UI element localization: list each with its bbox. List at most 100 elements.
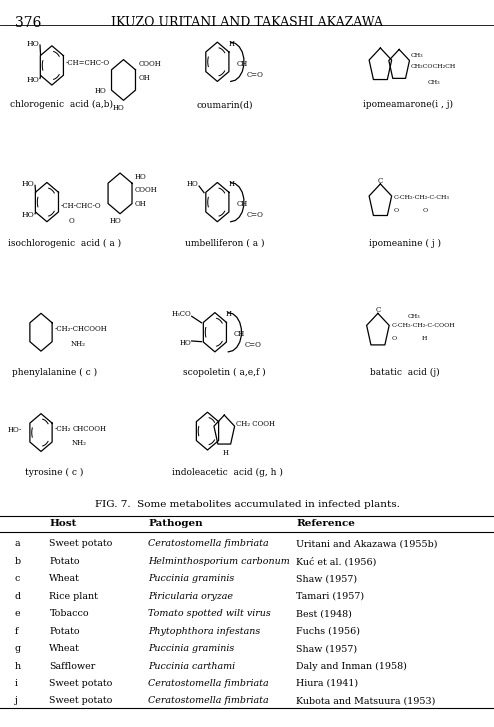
Text: C=O: C=O — [245, 341, 261, 350]
Text: Fuchs (1956): Fuchs (1956) — [296, 627, 361, 635]
Text: f: f — [15, 627, 18, 635]
Text: OH: OH — [135, 200, 147, 209]
Text: -CH-CHC-O: -CH-CHC-O — [61, 202, 101, 211]
Text: batatic  acid (j): batatic acid (j) — [370, 368, 440, 377]
Text: a: a — [15, 539, 20, 548]
Text: isochlorogenic  acid ( a ): isochlorogenic acid ( a ) — [8, 238, 121, 248]
Text: Pathogen: Pathogen — [148, 519, 203, 528]
Text: scopoletin ( a,e,f ): scopoletin ( a,e,f ) — [183, 368, 266, 377]
Text: h: h — [15, 662, 21, 670]
Text: Hiura (1941): Hiura (1941) — [296, 679, 359, 688]
Text: Puccinia graminis: Puccinia graminis — [148, 644, 235, 653]
Text: CH: CH — [234, 329, 245, 338]
Text: Potato: Potato — [49, 627, 80, 635]
Text: C=O: C=O — [247, 71, 264, 79]
Text: HO: HO — [187, 180, 199, 188]
Text: b: b — [15, 557, 21, 566]
Text: Kubota and Matsuura (1953): Kubota and Matsuura (1953) — [296, 696, 436, 705]
Text: HO: HO — [109, 217, 121, 225]
Text: C-CH₂-CH₂-C-COOH: C-CH₂-CH₂-C-COOH — [391, 324, 455, 328]
Text: COOH: COOH — [138, 60, 161, 68]
Text: HO: HO — [179, 339, 191, 348]
Text: COOH: COOH — [135, 185, 158, 194]
Text: H: H — [226, 310, 232, 318]
Text: HO: HO — [94, 87, 106, 95]
Text: e: e — [15, 609, 20, 618]
Text: 376: 376 — [15, 16, 41, 30]
Text: Helminthosporium carbonum: Helminthosporium carbonum — [148, 557, 290, 566]
Text: umbelliferon ( a ): umbelliferon ( a ) — [185, 238, 264, 247]
Text: CH: CH — [236, 60, 247, 68]
Text: O: O — [394, 209, 399, 213]
Text: Puccinia carthami: Puccinia carthami — [148, 662, 235, 670]
Text: CH₂COCH₂CH: CH₂COCH₂CH — [411, 65, 456, 69]
Text: ipomeamarone(i , j): ipomeamarone(i , j) — [363, 100, 453, 110]
Text: HO: HO — [22, 180, 35, 188]
Text: HO: HO — [22, 211, 35, 220]
Text: phenylalanine ( c ): phenylalanine ( c ) — [12, 368, 97, 377]
Text: O: O — [69, 217, 75, 225]
Text: NH₂: NH₂ — [72, 439, 86, 448]
Text: Puccinia graminis: Puccinia graminis — [148, 574, 235, 583]
Text: ipomeanine ( j ): ipomeanine ( j ) — [369, 238, 441, 248]
Text: Piricularia oryzae: Piricularia oryzae — [148, 592, 233, 601]
Text: H: H — [222, 449, 228, 457]
Text: Tobacco: Tobacco — [49, 609, 89, 618]
Text: Sweet potato: Sweet potato — [49, 696, 113, 705]
Text: Reference: Reference — [296, 519, 355, 528]
Text: CH₃: CH₃ — [427, 80, 440, 84]
Text: HO: HO — [113, 103, 124, 112]
Text: Tamari (1957): Tamari (1957) — [296, 592, 365, 601]
Text: chlorogenic  acid (a,b): chlorogenic acid (a,b) — [10, 100, 113, 110]
Text: g: g — [15, 644, 21, 653]
Text: CH₃: CH₃ — [408, 314, 420, 318]
Text: j: j — [15, 696, 18, 705]
Text: Tomato spotted wilt virus: Tomato spotted wilt virus — [148, 609, 271, 618]
Text: C=O: C=O — [247, 211, 264, 220]
Text: O: O — [422, 209, 427, 213]
Text: IKUZO URITANI AND TAKASHI AKAZAWA: IKUZO URITANI AND TAKASHI AKAZAWA — [111, 16, 383, 29]
Text: Ceratostomella fimbriata: Ceratostomella fimbriata — [148, 696, 269, 705]
Text: H: H — [421, 337, 427, 341]
Text: Shaw (1957): Shaw (1957) — [296, 644, 358, 653]
Text: c: c — [15, 574, 20, 583]
Text: H₃CO: H₃CO — [171, 310, 191, 318]
Text: NH₂: NH₂ — [71, 340, 85, 348]
Text: -CH=CHC-O: -CH=CHC-O — [66, 58, 110, 67]
Text: C: C — [378, 177, 383, 185]
Text: H: H — [228, 39, 234, 48]
Text: d: d — [15, 592, 21, 601]
Text: Best (1948): Best (1948) — [296, 609, 352, 618]
Text: HO: HO — [27, 39, 40, 48]
Text: Sweet potato: Sweet potato — [49, 539, 113, 548]
Text: Wheat: Wheat — [49, 644, 80, 653]
Text: tyrosine ( c ): tyrosine ( c ) — [25, 468, 83, 478]
Text: CH₃: CH₃ — [411, 54, 424, 58]
Text: Phytophthora infestans: Phytophthora infestans — [148, 627, 260, 635]
Text: Ceratostomella fimbriata: Ceratostomella fimbriata — [148, 679, 269, 688]
Text: H: H — [228, 180, 234, 188]
Text: -CH₂: -CH₂ — [55, 425, 71, 433]
Text: i: i — [15, 679, 18, 688]
Text: CHCOOH: CHCOOH — [73, 425, 107, 433]
Text: Ceratostomella fimbriata: Ceratostomella fimbriata — [148, 539, 269, 548]
Text: C: C — [375, 306, 380, 315]
Text: Shaw (1957): Shaw (1957) — [296, 574, 358, 583]
Text: -CH₂-CHCOOH: -CH₂-CHCOOH — [55, 324, 108, 333]
Text: Daly and Inman (1958): Daly and Inman (1958) — [296, 662, 407, 671]
Text: Safflower: Safflower — [49, 662, 96, 670]
Text: Host: Host — [49, 519, 77, 528]
Text: coumarin(d): coumarin(d) — [197, 100, 253, 109]
Text: Sweet potato: Sweet potato — [49, 679, 113, 688]
Text: Uritani and Akazawa (1955b): Uritani and Akazawa (1955b) — [296, 539, 438, 548]
Text: CH₂ COOH: CH₂ COOH — [236, 419, 275, 428]
Text: FIG. 7.  Some metabolites accumulated in infected plants.: FIG. 7. Some metabolites accumulated in … — [94, 500, 400, 509]
Text: Wheat: Wheat — [49, 574, 80, 583]
Text: Rice plant: Rice plant — [49, 592, 98, 601]
Text: OH: OH — [138, 73, 150, 82]
Text: CH: CH — [236, 200, 247, 209]
Text: Potato: Potato — [49, 557, 80, 566]
Text: HO: HO — [135, 173, 147, 182]
Text: HO-: HO- — [8, 426, 22, 435]
Text: indoleacetic  acid (g, h ): indoleacetic acid (g, h ) — [172, 468, 283, 478]
